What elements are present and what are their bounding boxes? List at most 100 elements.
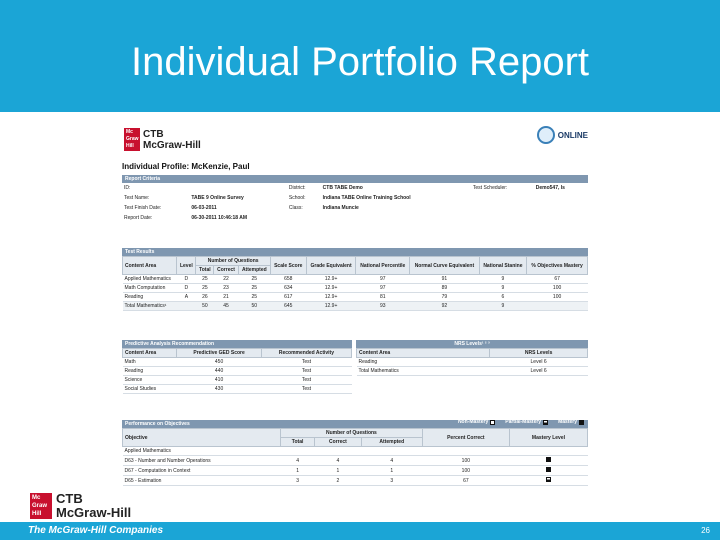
objective-cell-percent: 67 xyxy=(422,475,510,486)
criteria-value: 06-03-2011 xyxy=(191,205,217,211)
col-content-area: Content Area xyxy=(121,256,178,275)
nrs-cell-level: Level 6 xyxy=(489,366,588,376)
results-row: Reading A 26 21 25 617 12.9+ 81 79 6 100 xyxy=(122,292,588,302)
results-cell-correct: 22 xyxy=(213,274,239,284)
objective-cell-objective: D63 - Number and Number Operations xyxy=(122,455,281,466)
results-row: Math Computation D 25 23 25 634 12.9+ 97 89 9 100 xyxy=(122,283,588,293)
results-cell-mastery: 67 xyxy=(526,274,588,284)
predictive-row: Math 450 Test xyxy=(122,357,352,367)
results-cell-total: 25 xyxy=(195,274,214,284)
results-cell-total: 50 xyxy=(195,301,214,311)
criteria-label xyxy=(287,213,321,223)
legend-non-label: Non-Mastery xyxy=(457,419,489,425)
col-obj-attempted: Attempted xyxy=(360,437,423,447)
nrs-cell-area: Total Mathematics xyxy=(356,366,490,376)
criteria-label xyxy=(471,193,534,203)
criteria-value xyxy=(534,213,588,223)
results-cell-pct: 93 xyxy=(355,301,410,311)
test-results-section: Test Results Content Area Level Number o… xyxy=(121,248,588,311)
predictive-cell-area: Social Studies xyxy=(122,384,177,394)
nrs-header: NRS Levels¹ ² ³ xyxy=(356,340,588,348)
criteria-label: District: xyxy=(288,185,306,191)
mastery-icon xyxy=(545,467,551,472)
partial-mastery-icon xyxy=(545,477,551,482)
criteria-row: ID: District: CTB TABE Demo Test Scheduler:… xyxy=(122,183,588,193)
results-cell-area: Math Computation xyxy=(122,283,177,293)
predictive-cell-area: Science xyxy=(122,375,177,385)
criteria-value: CTB TABE Demo xyxy=(322,185,363,191)
objective-row: D65 - Estimation 3 2 3 67 xyxy=(122,475,588,486)
objective-cell-attempted: 1 xyxy=(361,465,423,476)
results-cell-scale: 645 xyxy=(270,301,307,311)
results-cell-correct: 21 xyxy=(213,292,239,302)
criteria-value: 06-30-2011 10:46:18 AM xyxy=(191,215,248,221)
col-national-percentile: National Percentile xyxy=(355,256,411,275)
nrs-cell-area: Reading xyxy=(356,357,490,367)
report-criteria-section: Report Criteria ID: District: CTB TABE Dem… xyxy=(122,175,588,223)
ctb-logo: Mc Graw Hill CTB McGraw-Hill xyxy=(124,128,201,151)
predictive-cell-score: 410 xyxy=(176,375,262,385)
results-row: Total Mathematics¹ 50 45 50 645 12.9+ 93 92 9 xyxy=(122,301,588,311)
legend-partial-label: Partial-Mastery xyxy=(505,419,542,425)
predictive-row: Reading 440 Test xyxy=(122,366,352,376)
results-cell-attempted: 25 xyxy=(238,274,271,284)
results-row: Applied Mathematics D 25 22 25 658 12.9+ 97 91 9 6… xyxy=(122,274,588,284)
results-cell-pct: 97 xyxy=(355,283,410,293)
objective-cell-mastery xyxy=(509,455,588,466)
results-cell-pct: 97 xyxy=(355,274,410,284)
predictive-cell-activity: Test xyxy=(261,375,352,385)
criteria-label: Test Scheduler: xyxy=(472,185,508,191)
online-text: ONLINE xyxy=(557,130,588,140)
test-results-header: Test Results xyxy=(122,248,588,256)
objective-cell-total: 4 xyxy=(280,455,315,466)
predictive-cell-area: Reading xyxy=(122,366,177,376)
col-scale-score: Scale Score xyxy=(269,256,307,275)
objectives-table: Objective Number of Questions Percent Co… xyxy=(121,428,589,486)
col-grade-equivalent: Grade Equivalent xyxy=(305,256,357,275)
results-cell-level: D xyxy=(176,283,196,293)
results-cell-mastery: 100 xyxy=(526,283,588,293)
predictive-cell-score: 440 xyxy=(176,366,262,376)
criteria-label: ID: xyxy=(124,185,131,191)
partial-mastery-icon xyxy=(543,419,549,425)
results-cell-area: Applied Mathematics xyxy=(122,274,177,284)
slide-title: Individual Portfolio Report xyxy=(130,40,590,84)
results-cell-correct: 23 xyxy=(213,283,239,293)
ctb-text: CTB xyxy=(143,128,164,140)
footer-ctb-text: CTB xyxy=(56,491,83,506)
profile-title: Individual Profile: McKenzie, Paul xyxy=(122,162,250,171)
footer-mcgraw-hill-mark: Mc Graw Hill xyxy=(30,493,52,519)
criteria-row: Test Name: TABE 9 Online Survey School: Ind… xyxy=(122,193,588,203)
criteria-value xyxy=(534,203,588,213)
criteria-value xyxy=(189,183,287,193)
criteria-row: Report Date: 06-30-2011 10:46:18 AM xyxy=(122,213,588,223)
objectives-header: Performance on Objectives xyxy=(125,421,190,427)
footer-ctb-logo: Mc Graw Hill CTB McGraw-Hill xyxy=(30,492,131,520)
objective-cell-correct: 4 xyxy=(314,455,362,466)
predictive-table: Content Area Predictive GED Score Recomm… xyxy=(121,348,353,394)
objective-cell-objective: D67 - Computation in Context xyxy=(122,465,281,476)
predictive-cell-activity: Test xyxy=(261,357,352,367)
criteria-label xyxy=(471,203,534,213)
criteria-label: Test Finish Date: xyxy=(124,205,162,211)
objective-cell-total: 3 xyxy=(280,475,315,486)
col-national-stanine: National Stanine xyxy=(478,256,528,275)
results-cell-stanine: 9 xyxy=(479,283,527,293)
results-cell-nce: 91 xyxy=(409,274,480,284)
criteria-row: Test Finish Date: 06-03-2011 Class: Indiana… xyxy=(122,203,588,213)
tabe-online-logo: ONLINE xyxy=(536,126,588,144)
mastery-icon xyxy=(579,419,584,425)
col-mastery-level: Mastery Level xyxy=(508,428,589,447)
results-cell-area: Reading xyxy=(122,292,177,302)
objective-cell-objective: D65 - Estimation xyxy=(122,475,281,486)
criteria-label: Test Name: xyxy=(124,195,150,201)
col-objectives-mastery: % Objectives Mastery xyxy=(526,256,588,275)
col-correct: Correct xyxy=(213,265,239,275)
results-cell-stanine: 9 xyxy=(479,274,527,284)
results-cell-attempted: 25 xyxy=(238,292,271,302)
nrs-section: NRS Levels¹ ² ³ Content Area NRS Levels … xyxy=(355,340,588,376)
results-cell-grade: 12.9+ xyxy=(306,274,356,284)
criteria-value: TABE 9 Online Survey xyxy=(191,195,244,201)
slide-header: Individual Portfolio Report xyxy=(0,0,720,112)
col-pred-score: Predictive GED Score xyxy=(176,348,262,358)
